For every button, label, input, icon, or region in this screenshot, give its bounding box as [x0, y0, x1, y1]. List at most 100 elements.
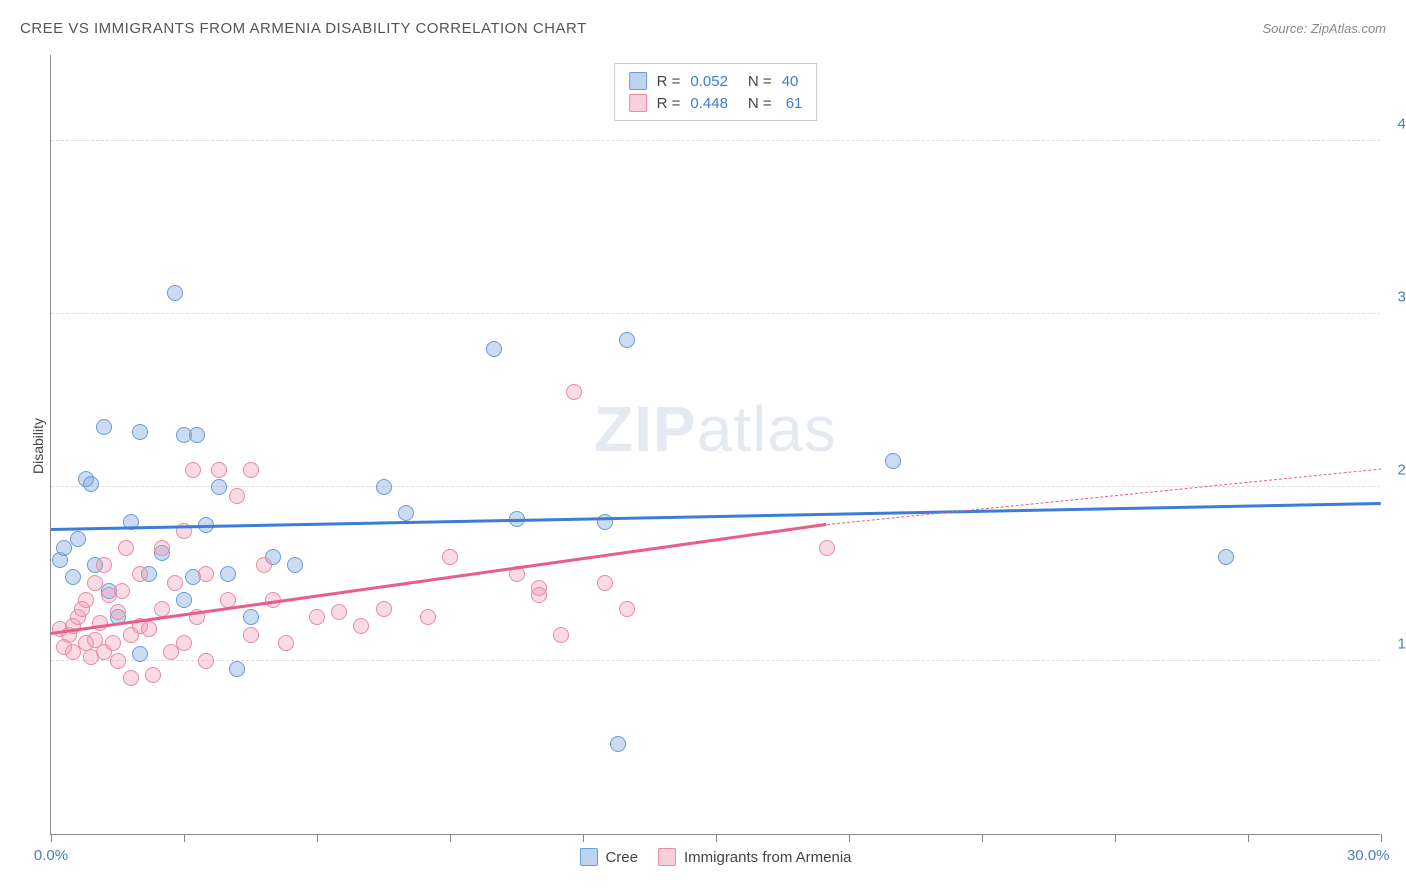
data-point	[885, 453, 901, 469]
xtick	[982, 834, 983, 842]
ytick-label: 10.0%	[1397, 635, 1406, 652]
data-point	[610, 736, 626, 752]
data-point	[141, 621, 157, 637]
ytick-label: 40.0%	[1397, 115, 1406, 132]
r-value-cree: 0.052	[690, 73, 728, 90]
data-point	[87, 575, 103, 591]
data-point	[185, 462, 201, 478]
data-point	[132, 566, 148, 582]
data-point	[229, 488, 245, 504]
data-point	[167, 285, 183, 301]
data-point	[376, 601, 392, 617]
scatter-chart: ZIPatlas R = 0.052 N = 40 R = 0.448 N = …	[50, 55, 1380, 835]
data-point	[118, 540, 134, 556]
legend-label-cree: Cree	[605, 849, 638, 866]
data-point	[220, 566, 236, 582]
data-point	[145, 667, 161, 683]
legend-row-armenia: R = 0.448 N = 61	[629, 92, 803, 114]
data-point	[96, 557, 112, 573]
data-point	[597, 575, 613, 591]
data-point	[110, 604, 126, 620]
data-point	[243, 462, 259, 478]
data-point	[167, 575, 183, 591]
data-point	[114, 583, 130, 599]
data-point	[331, 604, 347, 620]
data-point	[420, 609, 436, 625]
swatch-pink	[629, 94, 647, 112]
ytick-label: 20.0%	[1397, 462, 1406, 479]
data-point	[65, 569, 81, 585]
r-label: R =	[657, 95, 681, 112]
xtick	[716, 834, 717, 842]
data-point	[132, 424, 148, 440]
swatch-blue	[579, 848, 597, 866]
data-point	[486, 341, 502, 357]
n-label: N =	[748, 73, 772, 90]
data-point	[70, 531, 86, 547]
data-point	[398, 505, 414, 521]
data-point	[189, 427, 205, 443]
xtick	[1115, 834, 1116, 842]
trend-line	[827, 469, 1381, 525]
legend-item-armenia: Immigrants from Armenia	[658, 848, 852, 866]
watermark: ZIPatlas	[594, 392, 837, 466]
data-point	[132, 646, 148, 662]
xtick	[450, 834, 451, 842]
legend-label-armenia: Immigrants from Armenia	[684, 849, 852, 866]
data-point	[309, 609, 325, 625]
data-point	[96, 419, 112, 435]
series-legend: Cree Immigrants from Armenia	[579, 848, 851, 866]
r-label: R =	[657, 73, 681, 90]
data-point	[110, 653, 126, 669]
data-point	[198, 653, 214, 669]
gridline	[51, 660, 1380, 661]
data-point	[619, 601, 635, 617]
data-point	[211, 462, 227, 478]
xtick	[583, 834, 584, 842]
data-point	[566, 384, 582, 400]
swatch-pink	[658, 848, 676, 866]
data-point	[287, 557, 303, 573]
data-point	[123, 670, 139, 686]
data-point	[819, 540, 835, 556]
data-point	[198, 566, 214, 582]
data-point	[83, 476, 99, 492]
trend-line	[51, 502, 1381, 530]
data-point	[211, 479, 227, 495]
data-point	[256, 557, 272, 573]
xtick	[1381, 834, 1382, 842]
correlation-legend: R = 0.052 N = 40 R = 0.448 N = 61	[614, 63, 818, 121]
gridline	[51, 486, 1380, 487]
data-point	[154, 601, 170, 617]
data-point	[619, 332, 635, 348]
y-axis-label: Disability	[30, 418, 46, 474]
xtick-label: 30.0%	[1347, 847, 1390, 864]
data-point	[154, 540, 170, 556]
gridline	[51, 140, 1380, 141]
data-point	[176, 635, 192, 651]
data-point	[243, 609, 259, 625]
data-point	[243, 627, 259, 643]
r-value-armenia: 0.448	[690, 95, 728, 112]
data-point	[376, 479, 392, 495]
data-point	[229, 661, 245, 677]
n-value-cree: 40	[782, 73, 799, 90]
legend-item-cree: Cree	[579, 848, 638, 866]
source-attribution: Source: ZipAtlas.com	[1262, 21, 1386, 36]
xtick	[184, 834, 185, 842]
ytick-label: 30.0%	[1397, 289, 1406, 306]
data-point	[553, 627, 569, 643]
data-point	[176, 592, 192, 608]
data-point	[1218, 549, 1234, 565]
n-label: N =	[748, 95, 772, 112]
chart-title: CREE VS IMMIGRANTS FROM ARMENIA DISABILI…	[20, 20, 587, 37]
xtick	[317, 834, 318, 842]
data-point	[78, 592, 94, 608]
xtick	[849, 834, 850, 842]
data-point	[531, 580, 547, 596]
data-point	[442, 549, 458, 565]
swatch-blue	[629, 72, 647, 90]
data-point	[278, 635, 294, 651]
data-point	[105, 635, 121, 651]
xtick	[51, 834, 52, 842]
